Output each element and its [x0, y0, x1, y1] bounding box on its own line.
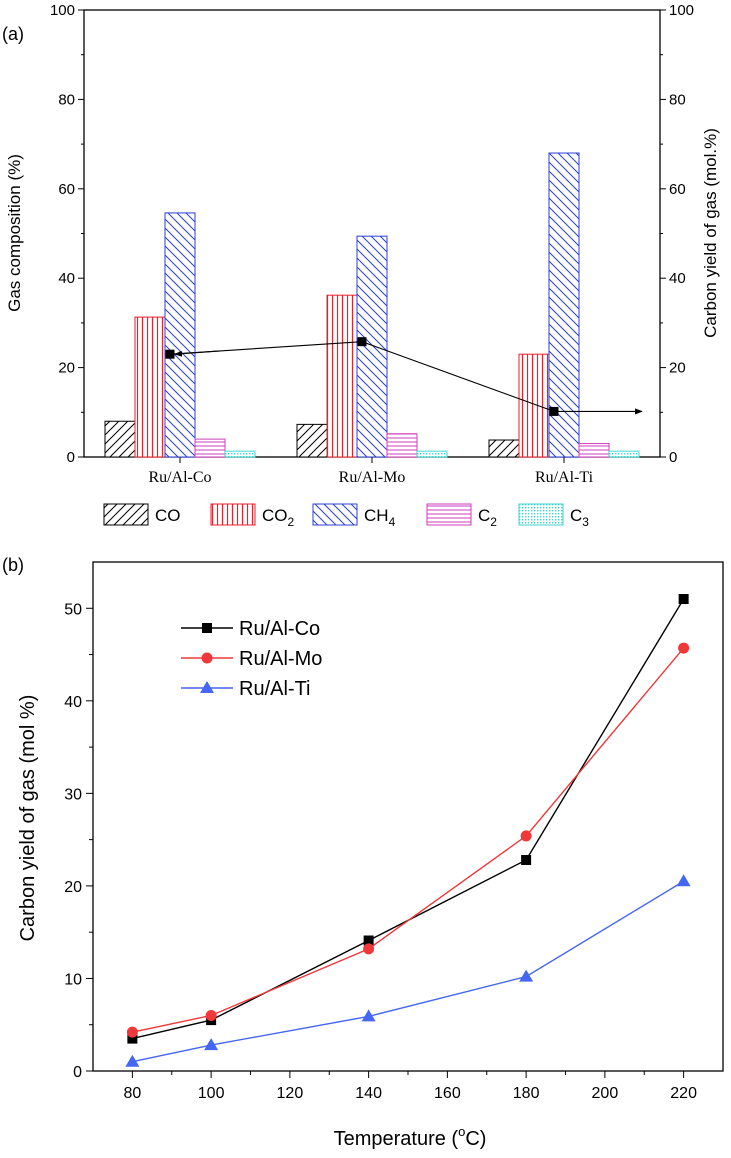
bar-ch4-ru-al-ti: [548, 152, 580, 458]
data-point-ru-al-mo: [678, 642, 690, 654]
bar-co2-ru-al-mo: [326, 294, 358, 458]
panel-a-y2-tick-label: 60: [669, 181, 686, 198]
data-point-ru-al-ti: [676, 874, 691, 887]
panel-a-bars: [104, 152, 640, 458]
panel-a-yield-point: [165, 349, 175, 359]
panel-b-y-tick-label: 0: [73, 1064, 82, 1081]
bar-c3-ru-al-ti: [608, 450, 640, 458]
data-point-ru-al-co: [363, 935, 374, 946]
bar-c3-ru-al-mo: [416, 450, 448, 458]
panel-a-yield-line: [165, 337, 643, 416]
panel-a-yield-segment: [361, 341, 555, 412]
panel-a-y2-tick-label: 100: [669, 2, 694, 19]
panel-a-y-tick-label: 80: [58, 91, 75, 108]
panel-b-y-tick-label: 40: [64, 694, 82, 711]
data-point-ru-al-ti: [361, 1009, 376, 1022]
panel-b-y-axis-title: Carbon yield of gas (mol %): [17, 695, 39, 942]
data-point-ru-al-mo: [205, 1009, 217, 1021]
bar-co-ru-al-mo: [296, 423, 328, 458]
bar-co2-ru-al-co: [134, 316, 166, 458]
panel-b-x-tick-label: 160: [434, 1085, 461, 1102]
legend-label-co2: CO2: [262, 506, 295, 529]
panel-b-axes: 80 100 120 140 160 180 200 220 0 10 20 30 40 50: [64, 601, 697, 1102]
panel-b-lines: [125, 594, 691, 1067]
legend-label-ch4: CH4: [364, 506, 396, 529]
panel-a-y2-tick-label: 80: [669, 91, 686, 108]
bar-c3-ru-al-co: [224, 450, 256, 458]
panel-b-legend: Ru/Al-Co Ru/Al-Mo Ru/Al-Ti: [181, 618, 322, 700]
panel-b-y-tick-label: 50: [64, 601, 82, 618]
panel-a-y-tick-label: 0: [67, 449, 75, 466]
panel-a-y-tick-label: 60: [58, 181, 75, 198]
legend-marker-ru-al-ti: [200, 681, 214, 693]
panel-b-x-tick-label: 180: [513, 1085, 540, 1102]
panel-a-label: (a): [2, 24, 24, 44]
panel-b-y-tick-label: 20: [64, 879, 82, 896]
data-point-ru-al-co: [678, 594, 689, 605]
panel-a-category-label: Ru/Al-Mo: [339, 469, 406, 486]
legend-label-co: CO: [155, 506, 181, 525]
panel-a-axes: 0 0 20 20 40 40 60 60 80 80 100 100 Ru/Al-Co Ru/Al-Mo…: [50, 2, 694, 486]
panel-b-y-tick-label: 30: [64, 786, 82, 803]
legend-swatch-ch4: [312, 503, 358, 526]
panel-a-y-axis-title: Gas composition (%): [5, 154, 24, 312]
panel-b-label: (b): [2, 555, 24, 575]
bar-co-ru-al-co: [104, 420, 136, 458]
bar-ch4-ru-al-co: [164, 212, 196, 458]
bar-c2-ru-al-ti: [578, 443, 610, 458]
panel-b-x-tick-label: 140: [355, 1085, 382, 1102]
panel-a-y-tick-label: 40: [58, 270, 75, 287]
panel-a-y2-tick-label: 20: [669, 360, 686, 377]
data-point-ru-al-mo: [363, 943, 375, 955]
panel-a-y-tick-label: 100: [50, 2, 75, 19]
data-point-ru-al-ti: [125, 1054, 140, 1067]
panel-b-x-tick-label: 100: [198, 1085, 225, 1102]
data-point-ru-al-co: [521, 854, 532, 865]
bar-c2-ru-al-mo: [386, 433, 418, 458]
panel-a-yield-point: [549, 406, 559, 416]
bar-ch4-ru-al-mo: [356, 235, 388, 458]
legend-label-ru-al-mo: Ru/Al-Mo: [239, 648, 322, 670]
legend-swatch-co2: [210, 503, 256, 526]
bar-c2-ru-al-co: [194, 438, 226, 458]
panel-a-y2-tick-label: 40: [669, 270, 686, 287]
bar-co-ru-al-ti: [488, 439, 520, 458]
legend-marker-ru-al-mo: [201, 652, 213, 664]
legend-swatch-c3: [518, 503, 564, 526]
bar-co2-ru-al-ti: [518, 353, 550, 458]
data-point-ru-al-ti: [204, 1038, 219, 1051]
panel-a-legend: CO CO2 CH4 C2 C3: [103, 503, 589, 529]
legend-swatch-c2: [426, 503, 472, 526]
legend-marker-ru-al-co: [202, 623, 212, 633]
panel-b-x-tick-label: 80: [123, 1085, 141, 1102]
panel-b-x-tick-label: 220: [670, 1085, 697, 1102]
legend-label-ru-al-co: Ru/Al-Co: [239, 618, 320, 640]
panel-a-y2-axis-title: Carbon yield of gas (mol.%): [701, 128, 720, 338]
panel-a-y2-tick-label: 0: [669, 449, 677, 466]
data-point-ru-al-mo: [126, 1026, 138, 1038]
panel-b-plot-frame: [92, 561, 724, 1072]
panel-a: (a) 0 0 20 20 40 40 60 60 80 80 100 100 Ru/Al-Co Ru/A…: [2, 2, 720, 529]
panel-a-yield-point: [357, 337, 367, 347]
data-point-ru-al-co: [127, 1033, 138, 1044]
panel-b-y-tick-label: 10: [64, 971, 82, 988]
series-line-ru-al-mo: [132, 647, 685, 1033]
legend-swatch-co: [103, 503, 149, 526]
panel-a-y-tick-label: 20: [58, 360, 75, 377]
panel-a-left-axis-arrow: [174, 350, 221, 357]
data-point-ru-al-ti: [519, 969, 534, 982]
series-line-ru-al-co: [132, 598, 685, 1040]
panel-b-x-axis-title: Temperature (oC): [334, 1124, 487, 1150]
panel-b-x-tick-label: 200: [592, 1085, 619, 1102]
panel-a-category-label: Ru/Al-Co: [148, 469, 211, 486]
legend-label-c3: C3: [570, 506, 589, 529]
panel-a-category-label: Ru/Al-Ti: [535, 469, 594, 486]
panel-b-x-tick-label: 120: [277, 1085, 304, 1102]
legend-label-c2: C2: [478, 506, 497, 529]
panel-b: (b) 80 100 120 140 160 180 200 220 0 10 20 30 40 50 R…: [2, 555, 724, 1150]
data-point-ru-al-mo: [520, 830, 532, 842]
legend-label-ru-al-ti: Ru/Al-Ti: [239, 678, 310, 700]
series-line-ru-al-ti: [132, 880, 684, 1063]
